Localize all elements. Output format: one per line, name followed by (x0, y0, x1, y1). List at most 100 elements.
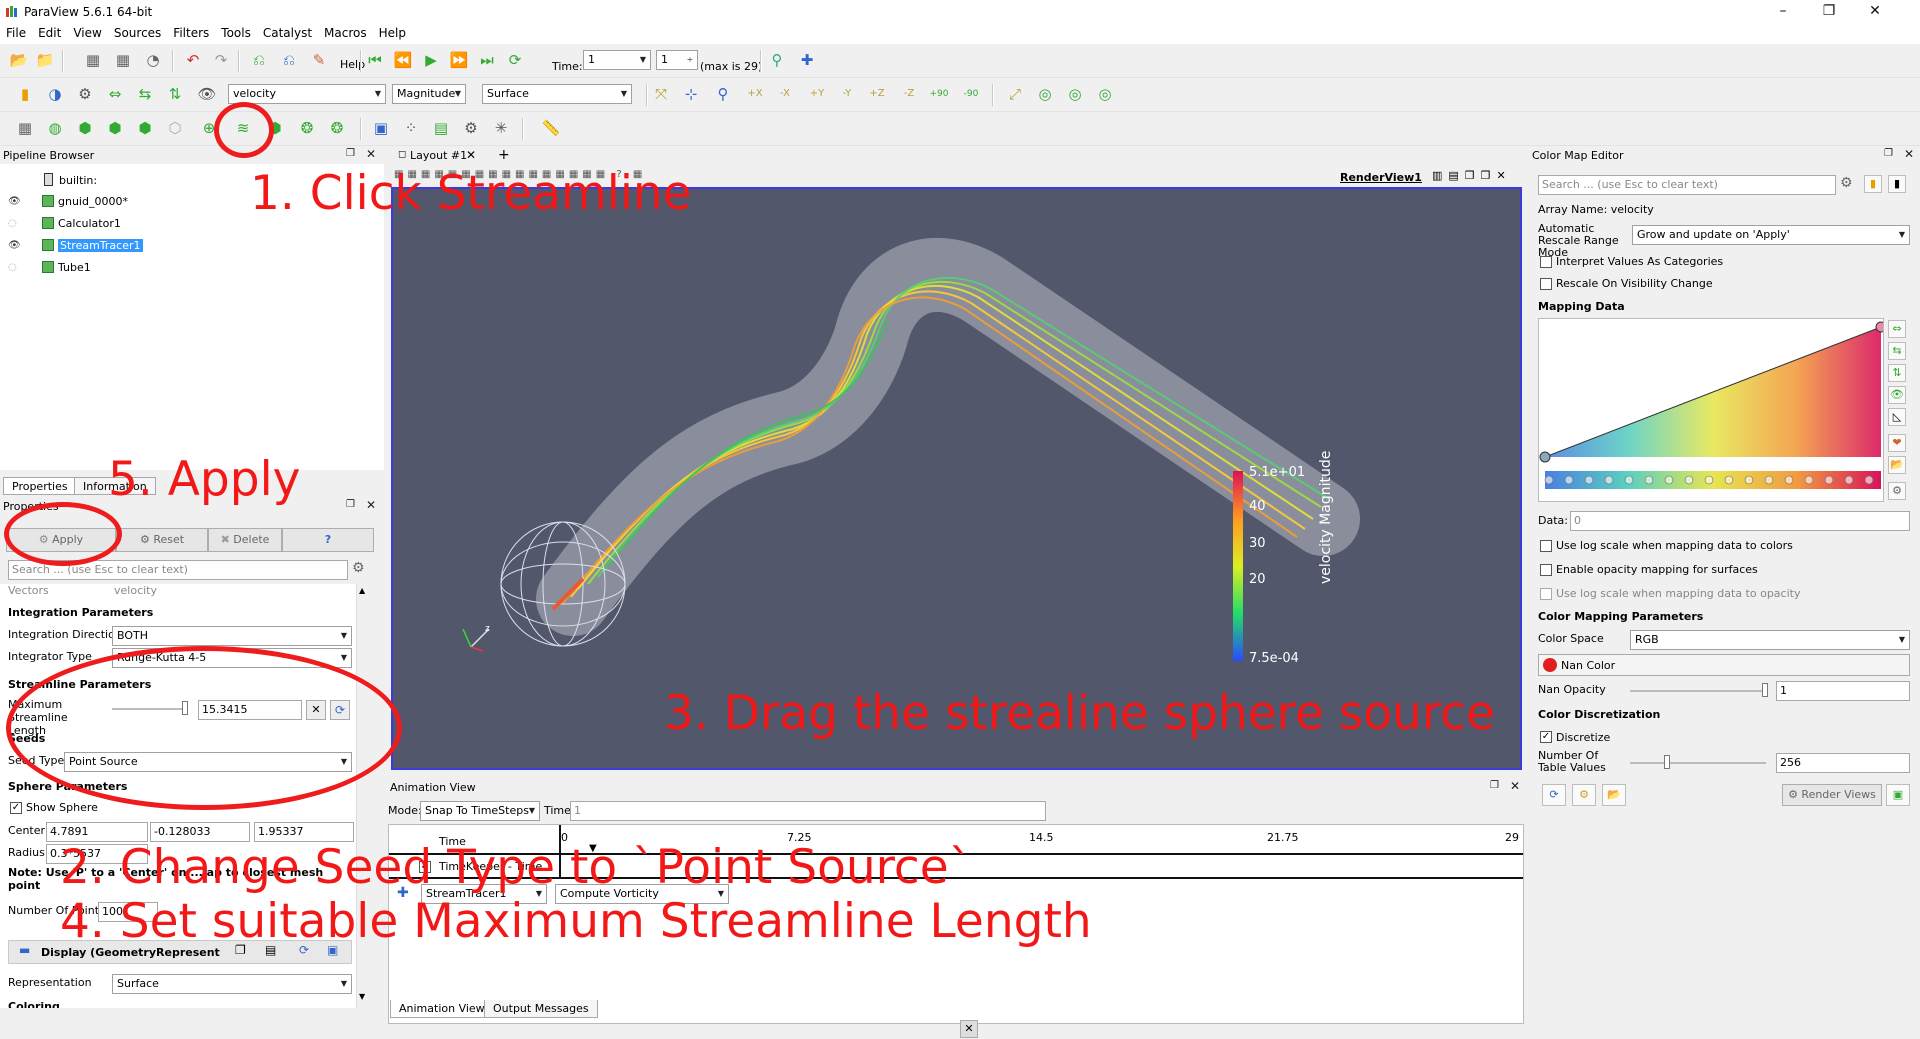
view-plus-y-icon[interactable]: +Y (809, 88, 825, 99)
update-icon[interactable]: ⟳ (1542, 784, 1566, 806)
rescale-data-range-icon[interactable]: ⇅ (1888, 364, 1906, 382)
camera-sync-icon[interactable]: ◎ (1098, 85, 1112, 103)
view-minus-x-icon[interactable]: -X (780, 88, 790, 99)
view-tool-icons[interactable]: ▦▦▦▦▦▦▦▦▦▦▦▦▦▦▦▦ ? ▦ (394, 169, 647, 180)
zoom-box-icon[interactable]: ⚲ (717, 85, 729, 103)
advanced-gear-icon[interactable]: ⚙ (1840, 175, 1853, 191)
pipeline-item-calculator[interactable]: Calculator1 (42, 217, 121, 230)
connect-icon[interactable]: ◔ (146, 51, 160, 69)
eye-hidden-icon[interactable]: ◌ (8, 218, 17, 229)
eye-hidden-icon[interactable]: ◌ (8, 262, 17, 273)
eye-visible-icon[interactable]: 👁 (8, 196, 21, 207)
discretize-checkbox[interactable]: ✓ (1540, 731, 1552, 743)
nan-opacity-slider-handle[interactable] (1762, 683, 1768, 697)
rotate-plus-90-icon[interactable]: +90 (929, 89, 949, 99)
save-state-icon[interactable]: ▦ (115, 51, 131, 69)
table-values-slider-handle[interactable] (1664, 755, 1670, 769)
undo-icon[interactable]: ↶ (186, 51, 200, 69)
menu-filters[interactable]: Filters (173, 26, 210, 40)
track-property-combo[interactable]: Compute Vorticity ▼ (555, 884, 729, 904)
nan-opacity-input[interactable]: 1 (1776, 681, 1910, 701)
render-views-button[interactable]: ⚙ Render Views (1782, 784, 1882, 806)
scroll-up-icon[interactable]: ▲ (359, 586, 366, 595)
invert-icon[interactable]: ◺ (1888, 408, 1906, 426)
calculator-icon[interactable]: ▦ (17, 119, 33, 137)
open-icon[interactable]: 📂 (9, 51, 29, 69)
menu-help[interactable]: Help (378, 26, 406, 40)
view-plus-z-icon[interactable]: +Z (869, 88, 885, 99)
menu-edit[interactable]: Edit (38, 26, 62, 40)
animation-time-input[interactable]: 1 (570, 801, 1046, 821)
select-cells-icon[interactable]: ▣ (373, 119, 389, 137)
layout-tab[interactable]: Layout #1 (410, 149, 468, 162)
save-data-icon[interactable]: ▦ (85, 51, 101, 69)
rescale-temporal-icon[interactable]: ⇅ (168, 85, 182, 103)
render-view-name[interactable]: RenderView1 (1340, 171, 1422, 184)
previous-frame-icon[interactable]: ⏪ (393, 51, 413, 69)
interaction-mode-icon[interactable]: ⤢ (1008, 85, 1021, 103)
pipeline-item-streamtracer[interactable]: StreamTracer1 (42, 239, 143, 252)
auto-render-icon[interactable]: ▣ (1886, 784, 1910, 806)
rescale-visible-icon[interactable]: ⇆ (138, 85, 152, 103)
refresh-icon[interactable]: ⟳ (299, 943, 310, 957)
last-frame-icon[interactable]: ⏭ (480, 51, 494, 69)
delete-button[interactable]: ✖ Delete (208, 528, 282, 552)
ruler-icon[interactable]: 📏 (541, 119, 561, 137)
threshold-icon[interactable]: ⬢ (138, 119, 152, 137)
save-preset-icon[interactable]: 📂 (1888, 456, 1906, 474)
rescale-custom-icon[interactable]: ⇔ (108, 85, 122, 103)
play-icon[interactable]: ▶ (425, 51, 437, 69)
render-view[interactable]: z 5.1e+01 40 30 20 7.5e-04 velocity Magn… (391, 187, 1522, 770)
camera-link-icon[interactable]: ◎ (1068, 85, 1082, 103)
display-section-header[interactable]: ▬ Display (GeometryRepresent ❐ ▤ ⟳ ▣ (8, 940, 352, 964)
rescale-custom-range-icon[interactable]: ⇆ (1888, 342, 1906, 360)
undock-icon[interactable]: ❐ (1490, 780, 1499, 791)
find-data-icon[interactable]: ⚲ (771, 51, 783, 69)
close-panel-icon[interactable]: ✕ (1510, 779, 1521, 793)
reset-button[interactable]: ⚙ Reset (116, 528, 208, 552)
scroll-down-icon[interactable]: ▼ (359, 992, 366, 1001)
time-index-spinbox[interactable]: 1 ÷ (656, 50, 698, 70)
opacity-function-plot[interactable] (1539, 319, 1887, 501)
rotate-minus-90-icon[interactable]: -90 (963, 89, 979, 99)
toggle-visibility-icon[interactable]: 👁 (197, 85, 217, 103)
zoom-data-icon[interactable]: ⊹ (684, 85, 698, 103)
color-legend-icon[interactable]: ▮ (1864, 175, 1882, 193)
rescale-range-icon[interactable]: ⇔ (1888, 320, 1906, 338)
extract-level-icon[interactable]: ❂ (330, 119, 344, 137)
log-scale-checkbox[interactable] (1540, 540, 1552, 552)
menu-tools[interactable]: Tools (221, 26, 251, 40)
view-split-icons[interactable]: ▥▤❐❐✕ (1432, 169, 1512, 182)
show-sphere-checkbox[interactable]: ✓ (10, 802, 22, 814)
color-space-combo[interactable]: RGB ▼ (1630, 630, 1910, 650)
pipeline-item-tube[interactable]: Tube1 (42, 261, 91, 274)
camera-undo-icon[interactable]: ⎌ (252, 51, 265, 69)
log-opacity-checkbox[interactable] (1540, 588, 1552, 600)
minimize-button[interactable]: – (1779, 3, 1787, 19)
nan-opacity-slider[interactable] (1630, 690, 1766, 692)
recent-icon[interactable]: 📁 (35, 51, 55, 69)
tab-output-messages[interactable]: Output Messages (484, 1000, 598, 1018)
pipeline-item-builtin[interactable]: builtin: (44, 173, 97, 187)
menu-sources[interactable]: Sources (113, 26, 162, 40)
save-default-icon[interactable]: ⚙ (1572, 784, 1596, 806)
time-marker-icon[interactable]: ▼ (589, 843, 597, 854)
center-y-input[interactable]: -0.128033 (150, 822, 250, 842)
close-window-button[interactable]: ✕ (1869, 3, 1881, 19)
rescale-visibility-checkbox[interactable] (1540, 278, 1552, 290)
color-legend-icon[interactable]: ▮ (20, 85, 30, 103)
menu-file[interactable]: File (6, 26, 27, 40)
colormap-gear-icon[interactable]: ⚙ (1888, 482, 1906, 500)
paste-icon[interactable]: ▤ (265, 943, 277, 957)
seed-sphere-widget[interactable] (500, 521, 626, 647)
next-frame-icon[interactable]: ⏩ (449, 51, 469, 69)
hover-points-icon[interactable]: ▤ (433, 119, 449, 137)
integration-direction-combo[interactable]: BOTH ▼ (112, 626, 352, 646)
representation-prop-combo[interactable]: Surface ▼ (112, 974, 352, 994)
rescale-visible-range-icon[interactable]: 👁 (1888, 386, 1906, 404)
status-close-icon[interactable]: ✕ (960, 1020, 978, 1038)
close-panel-icon[interactable]: ✕ (1904, 147, 1915, 161)
radius-input[interactable]: 0.3*5537 (46, 844, 148, 864)
view-minus-z-icon[interactable]: -Z (903, 88, 915, 99)
copy-icon[interactable]: ❐ (235, 943, 246, 957)
